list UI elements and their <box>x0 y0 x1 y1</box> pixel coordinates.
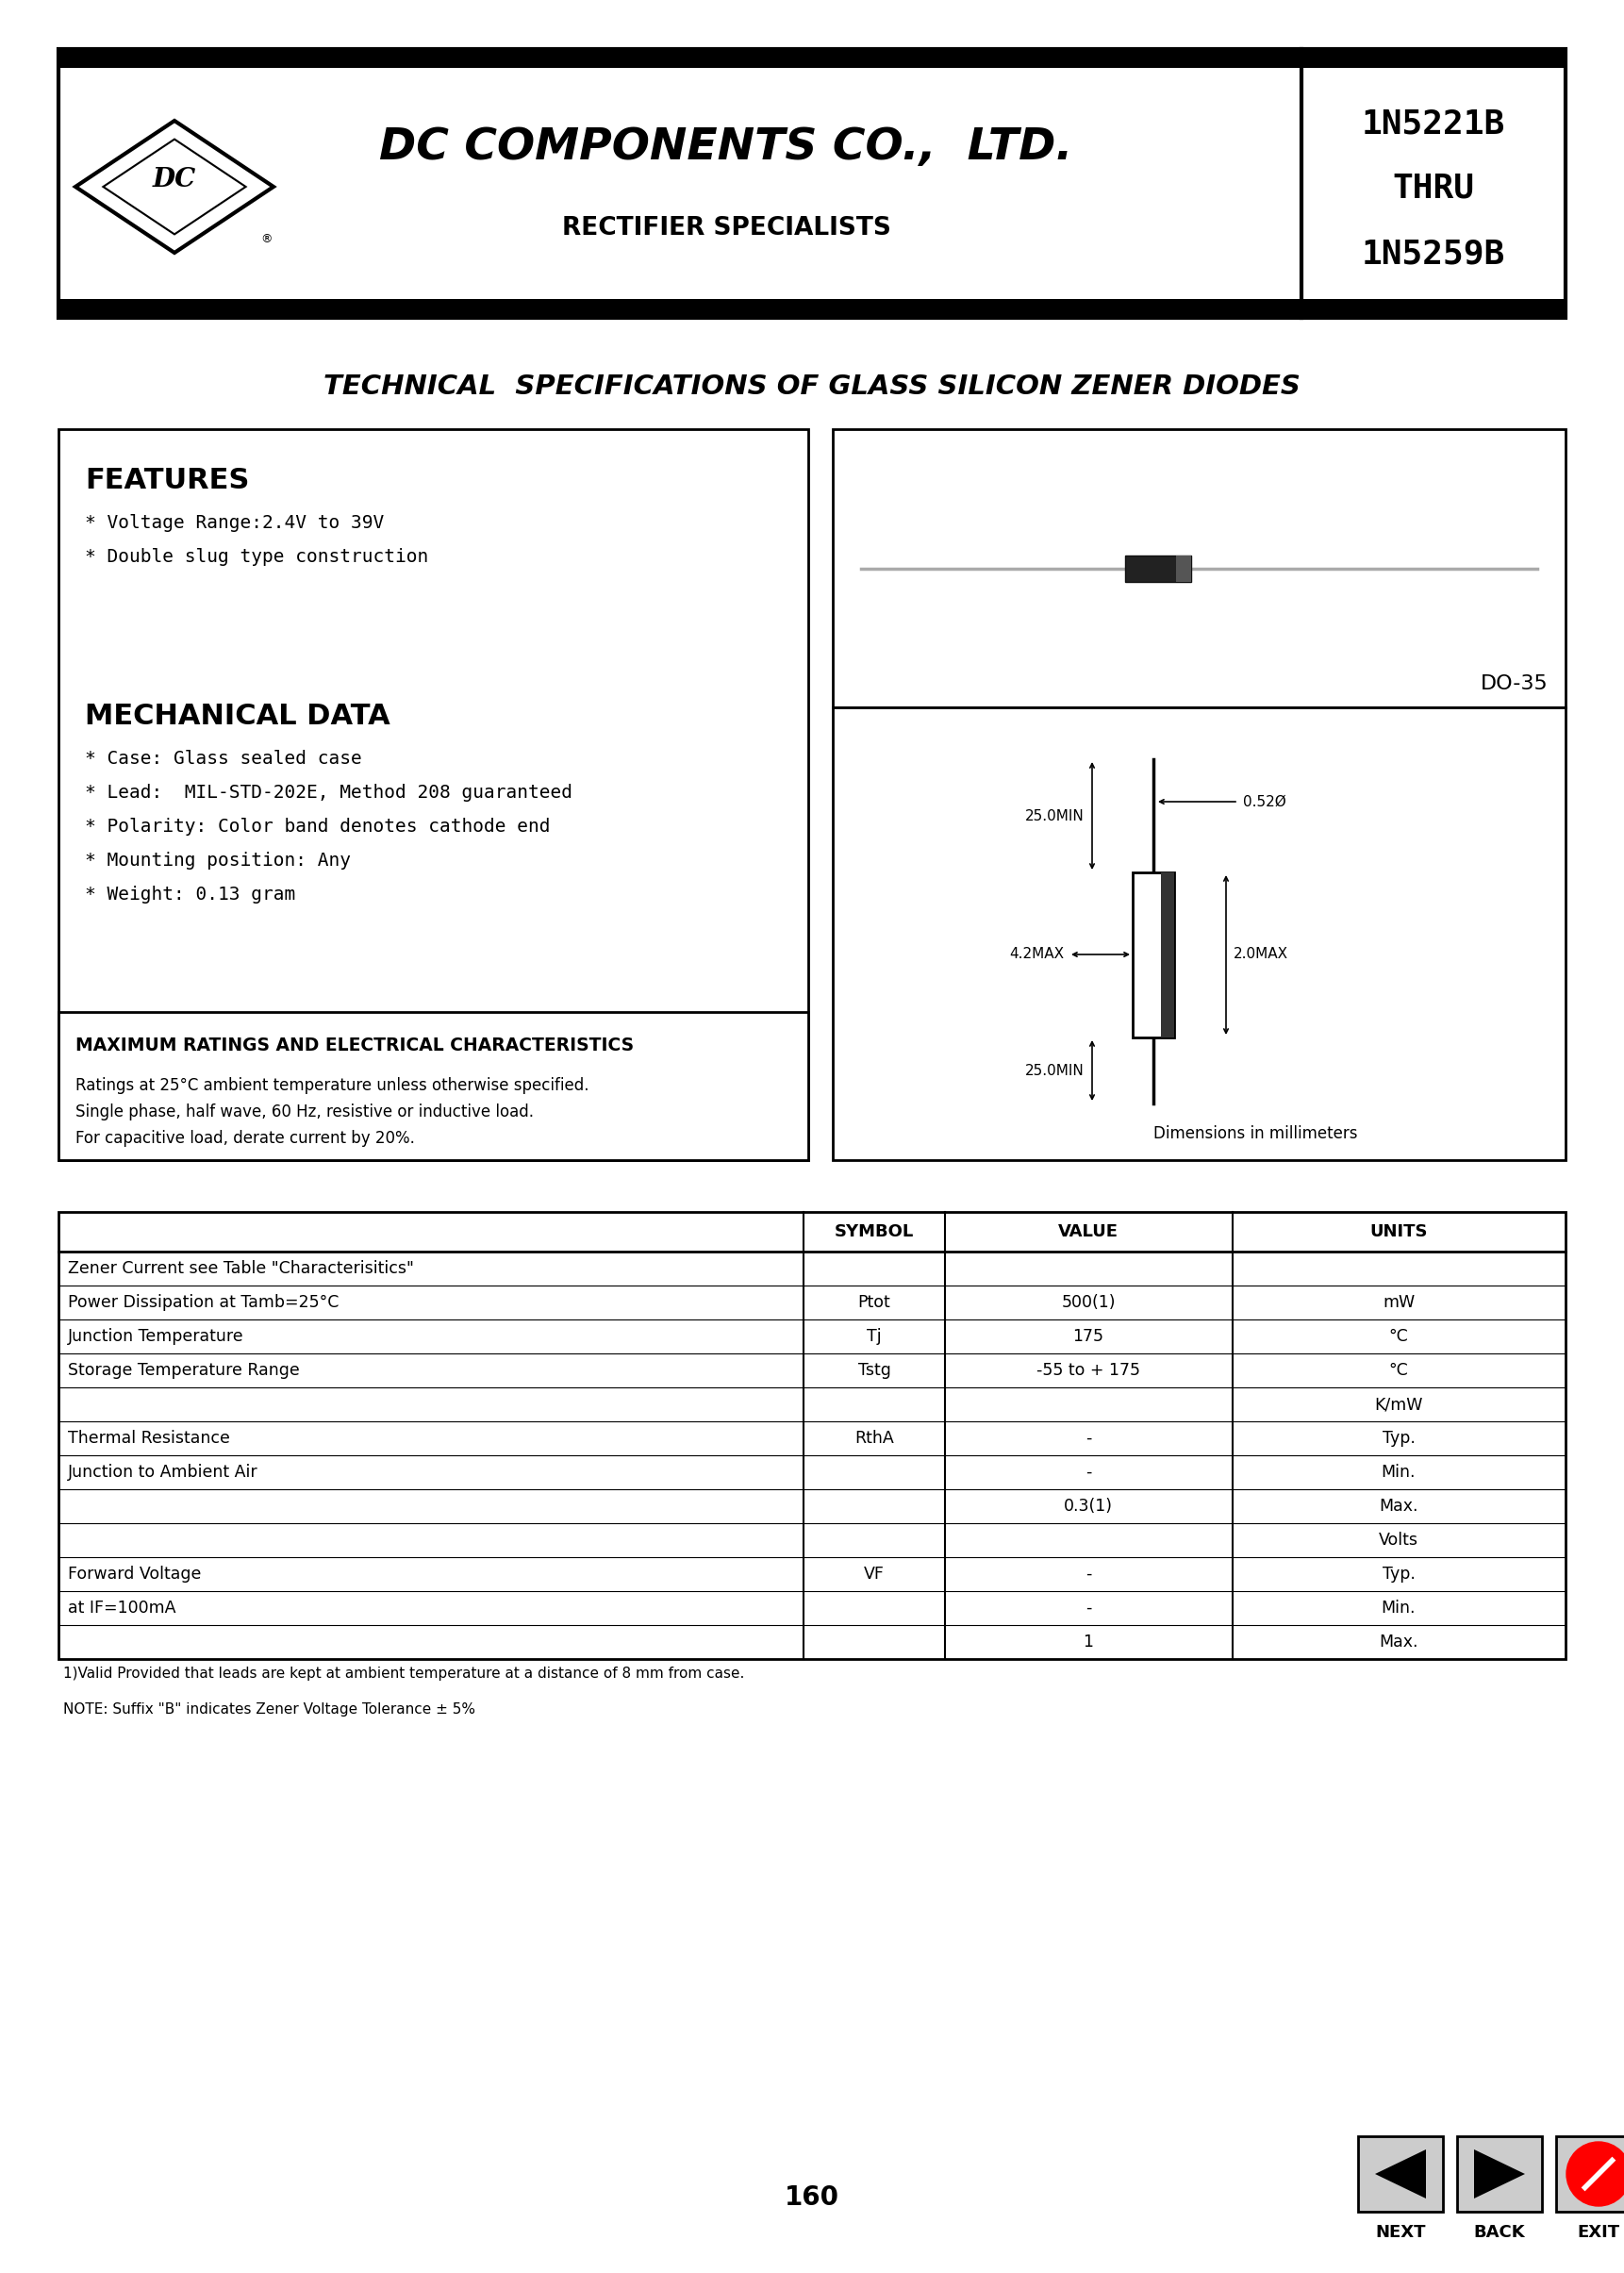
Text: RthA: RthA <box>854 1430 893 1448</box>
Text: * Voltage Range:2.4V to 39V: * Voltage Range:2.4V to 39V <box>84 514 383 532</box>
Text: Typ.: Typ. <box>1382 1430 1415 1448</box>
Polygon shape <box>1556 2137 1624 2212</box>
Text: 2.0MAX: 2.0MAX <box>1234 948 1288 961</box>
Polygon shape <box>1125 555 1190 582</box>
Text: RECTIFIER SPECIALISTS: RECTIFIER SPECIALISTS <box>562 216 890 241</box>
Text: at IF=100mA: at IF=100mA <box>68 1600 175 1616</box>
Text: ®: ® <box>260 234 271 245</box>
Text: 1N5221B: 1N5221B <box>1361 109 1505 141</box>
Polygon shape <box>58 50 1566 68</box>
Text: K/mW: K/mW <box>1374 1396 1423 1414</box>
Text: Junction to Ambient Air: Junction to Ambient Air <box>68 1464 258 1480</box>
Polygon shape <box>58 1212 1566 1659</box>
Text: VF: VF <box>864 1566 885 1582</box>
Text: Single phase, half wave, 60 Hz, resistive or inductive load.: Single phase, half wave, 60 Hz, resistiv… <box>75 1102 534 1121</box>
Text: Zener Current see Table "Characterisitics": Zener Current see Table "Characterisitic… <box>68 1259 414 1277</box>
Text: Volts: Volts <box>1379 1532 1418 1548</box>
Text: 500(1): 500(1) <box>1060 1293 1116 1312</box>
Text: FEATURES: FEATURES <box>84 468 250 496</box>
Text: -55 to + 175: -55 to + 175 <box>1036 1362 1140 1380</box>
Text: Junction Temperature: Junction Temperature <box>68 1327 244 1346</box>
Text: DO-35: DO-35 <box>1481 675 1549 693</box>
Text: 0.52Ø: 0.52Ø <box>1242 796 1286 809</box>
Text: -: - <box>1085 1430 1091 1448</box>
Text: Dimensions in millimeters: Dimensions in millimeters <box>1153 1125 1358 1141</box>
Text: Ptot: Ptot <box>857 1293 890 1312</box>
Text: * Polarity: Color band denotes cathode end: * Polarity: Color band denotes cathode e… <box>84 818 551 836</box>
Text: Power Dissipation at Tamb=25°C: Power Dissipation at Tamb=25°C <box>68 1293 339 1312</box>
Polygon shape <box>833 430 1566 707</box>
Text: * Weight: 0.13 gram: * Weight: 0.13 gram <box>84 886 296 905</box>
Text: Min.: Min. <box>1382 1464 1416 1480</box>
Text: SYMBOL: SYMBOL <box>835 1223 914 1241</box>
Text: -: - <box>1085 1600 1091 1616</box>
Text: Tj: Tj <box>867 1327 882 1346</box>
Polygon shape <box>1358 2137 1444 2212</box>
Text: 25.0MIN: 25.0MIN <box>1025 809 1085 823</box>
Text: BACK: BACK <box>1473 2223 1525 2241</box>
Text: For capacitive load, derate current by 20%.: For capacitive load, derate current by 2… <box>75 1130 414 1148</box>
Circle shape <box>1567 2141 1624 2207</box>
Polygon shape <box>1376 2150 1426 2198</box>
Polygon shape <box>58 1011 809 1159</box>
Text: * Double slug type construction: * Double slug type construction <box>84 548 429 566</box>
Text: * Lead:  MIL-STD-202E, Method 208 guaranteed: * Lead: MIL-STD-202E, Method 208 guarant… <box>84 784 572 802</box>
Text: mW: mW <box>1382 1293 1415 1312</box>
Text: DC COMPONENTS CO.,  LTD.: DC COMPONENTS CO., LTD. <box>380 127 1073 168</box>
Text: UNITS: UNITS <box>1369 1223 1427 1241</box>
Text: -: - <box>1085 1464 1091 1480</box>
Polygon shape <box>58 50 1566 318</box>
Text: -: - <box>1085 1566 1091 1582</box>
Text: NEXT: NEXT <box>1376 2223 1426 2241</box>
Polygon shape <box>1132 873 1174 1036</box>
Text: * Case: Glass sealed case: * Case: Glass sealed case <box>84 750 362 768</box>
Polygon shape <box>1457 2137 1541 2212</box>
Text: °C: °C <box>1389 1362 1408 1380</box>
Text: Max.: Max. <box>1379 1498 1418 1514</box>
Text: 25.0MIN: 25.0MIN <box>1025 1064 1085 1077</box>
Text: Ratings at 25°C ambient temperature unless otherwise specified.: Ratings at 25°C ambient temperature unle… <box>75 1077 590 1093</box>
Text: 1)Valid Provided that leads are kept at ambient temperature at a distance of 8 m: 1)Valid Provided that leads are kept at … <box>63 1666 744 1680</box>
Text: Forward Voltage: Forward Voltage <box>68 1566 201 1582</box>
Text: THRU: THRU <box>1392 173 1475 205</box>
Polygon shape <box>833 707 1566 1159</box>
Text: VALUE: VALUE <box>1059 1223 1119 1241</box>
Text: NOTE: Suffix "B" indicates Zener Voltage Tolerance ± 5%: NOTE: Suffix "B" indicates Zener Voltage… <box>63 1702 476 1716</box>
Text: Storage Temperature Range: Storage Temperature Range <box>68 1362 300 1380</box>
Text: 160: 160 <box>784 2184 840 2212</box>
Text: * Mounting position: Any: * Mounting position: Any <box>84 852 351 871</box>
Text: Min.: Min. <box>1382 1600 1416 1616</box>
Text: MECHANICAL DATA: MECHANICAL DATA <box>84 702 390 730</box>
Text: 1: 1 <box>1083 1634 1093 1650</box>
Text: 0.3(1): 0.3(1) <box>1064 1498 1112 1514</box>
Text: Max.: Max. <box>1379 1634 1418 1650</box>
Text: 175: 175 <box>1073 1327 1104 1346</box>
Polygon shape <box>58 430 809 1159</box>
Text: Typ.: Typ. <box>1382 1566 1415 1582</box>
Polygon shape <box>1161 873 1174 1036</box>
Text: EXIT: EXIT <box>1577 2223 1619 2241</box>
Polygon shape <box>1176 555 1190 582</box>
Text: DC: DC <box>153 166 197 191</box>
Polygon shape <box>1475 2150 1525 2198</box>
Polygon shape <box>58 300 1566 318</box>
Text: Thermal Resistance: Thermal Resistance <box>68 1430 231 1448</box>
Text: MAXIMUM RATINGS AND ELECTRICAL CHARACTERISTICS: MAXIMUM RATINGS AND ELECTRICAL CHARACTER… <box>75 1036 633 1055</box>
Text: °C: °C <box>1389 1327 1408 1346</box>
Text: Tstg: Tstg <box>857 1362 890 1380</box>
Text: TECHNICAL  SPECIFICATIONS OF GLASS SILICON ZENER DIODES: TECHNICAL SPECIFICATIONS OF GLASS SILICO… <box>323 373 1301 400</box>
Text: 1N5259B: 1N5259B <box>1361 239 1505 270</box>
Text: 4.2MAX: 4.2MAX <box>1009 948 1064 961</box>
